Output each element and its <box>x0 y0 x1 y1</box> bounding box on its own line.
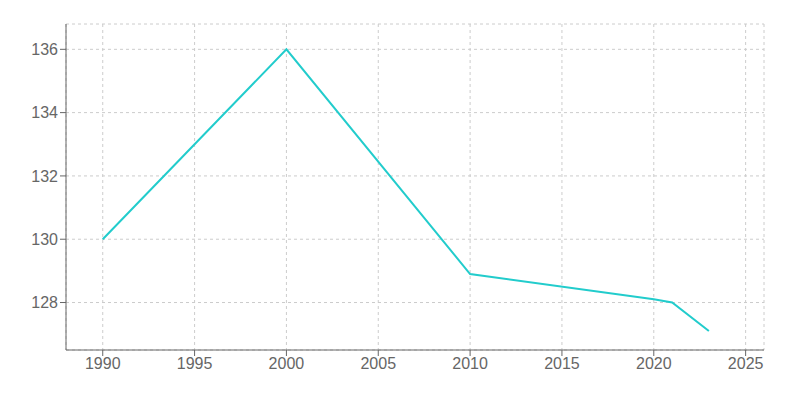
svg-text:2025: 2025 <box>728 355 764 372</box>
svg-text:2020: 2020 <box>636 355 672 372</box>
svg-text:128: 128 <box>31 294 58 311</box>
svg-text:2000: 2000 <box>269 355 305 372</box>
svg-text:136: 136 <box>31 41 58 58</box>
svg-text:2010: 2010 <box>452 355 488 372</box>
svg-text:132: 132 <box>31 168 58 185</box>
svg-text:2015: 2015 <box>544 355 580 372</box>
svg-text:1990: 1990 <box>85 355 121 372</box>
svg-text:2005: 2005 <box>360 355 396 372</box>
svg-text:134: 134 <box>31 104 58 121</box>
svg-text:130: 130 <box>31 231 58 248</box>
svg-text:1995: 1995 <box>177 355 213 372</box>
